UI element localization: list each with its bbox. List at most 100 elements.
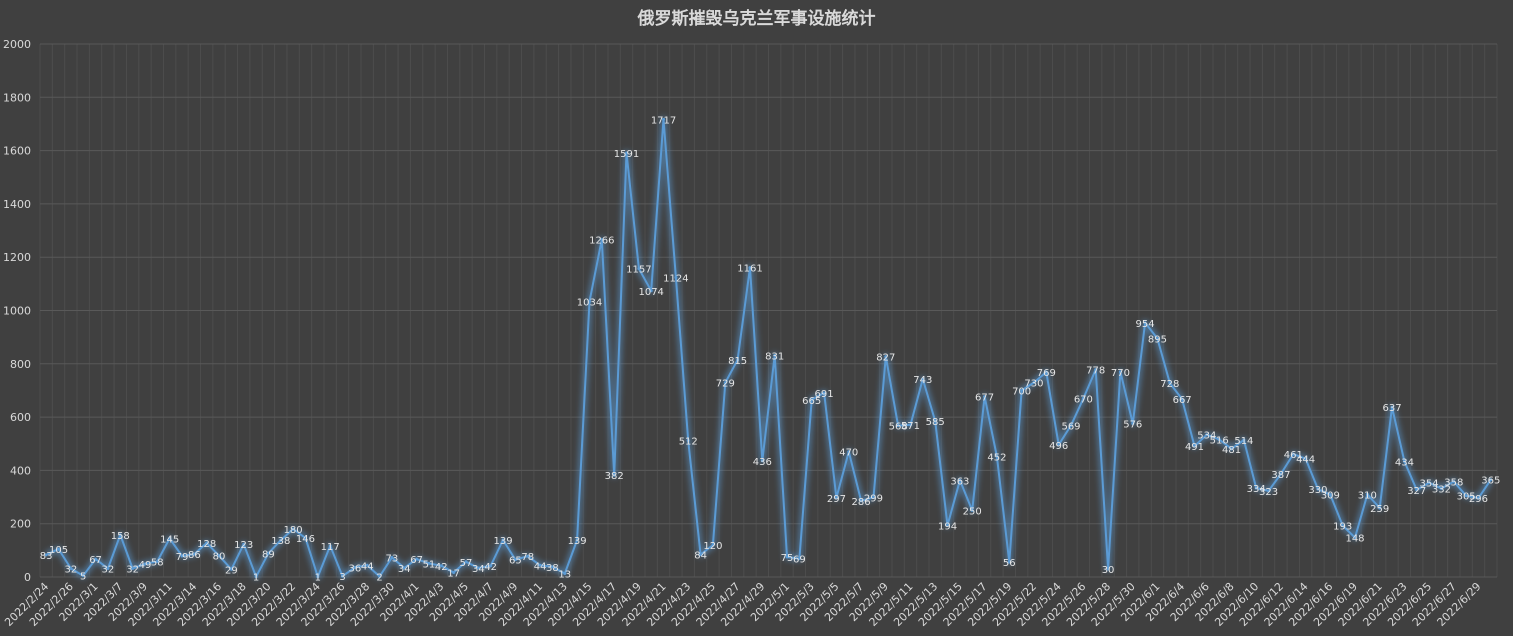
data-point bbox=[106, 566, 110, 570]
data-point bbox=[44, 553, 48, 557]
data-label: 117 bbox=[321, 542, 340, 553]
data-point bbox=[822, 391, 826, 395]
data-label: 305 bbox=[1457, 492, 1476, 503]
data-point bbox=[279, 538, 283, 542]
data-label: 299 bbox=[864, 493, 883, 504]
data-point bbox=[1007, 560, 1011, 564]
y-tick-label: 2000 bbox=[3, 38, 31, 51]
data-point bbox=[946, 523, 950, 527]
data-point bbox=[1081, 396, 1085, 400]
data-point bbox=[452, 570, 456, 574]
data-label: 139 bbox=[493, 536, 512, 547]
data-point bbox=[365, 563, 369, 567]
data-point bbox=[884, 355, 888, 359]
data-point bbox=[526, 554, 530, 558]
data-point bbox=[1069, 423, 1073, 427]
data-point bbox=[1390, 405, 1394, 409]
data-label: 815 bbox=[728, 356, 747, 367]
data-label: 139 bbox=[568, 536, 587, 547]
data-point bbox=[1242, 438, 1246, 442]
data-point bbox=[155, 560, 159, 564]
data-label: 382 bbox=[605, 471, 624, 482]
data-label: 193 bbox=[1333, 522, 1352, 533]
data-point bbox=[600, 238, 604, 242]
data-label: 67 bbox=[89, 555, 102, 566]
data-point bbox=[1316, 487, 1320, 491]
y-tick-label: 800 bbox=[10, 358, 31, 371]
y-tick-label: 400 bbox=[10, 464, 31, 477]
data-label: 436 bbox=[753, 457, 772, 468]
data-label: 259 bbox=[1370, 504, 1389, 515]
data-label: 44 bbox=[361, 561, 374, 572]
y-tick-label: 0 bbox=[24, 571, 31, 584]
data-point bbox=[1427, 481, 1431, 485]
data-point bbox=[797, 557, 801, 561]
data-label: 180 bbox=[284, 525, 303, 536]
data-point bbox=[871, 495, 875, 499]
data-label: 138 bbox=[271, 536, 290, 547]
data-label: 637 bbox=[1382, 403, 1401, 414]
data-label: 365 bbox=[1481, 476, 1500, 487]
data-point bbox=[266, 551, 270, 555]
data-label: 334 bbox=[1247, 484, 1266, 495]
y-tick-label: 1400 bbox=[3, 198, 31, 211]
data-label: 585 bbox=[926, 417, 945, 428]
data-label: 57 bbox=[460, 558, 473, 569]
series-line-path bbox=[45, 118, 1492, 578]
data-label: 51 bbox=[423, 559, 436, 570]
data-point bbox=[575, 538, 579, 542]
data-point bbox=[229, 567, 233, 571]
data-point bbox=[1032, 380, 1036, 384]
data-point bbox=[625, 151, 629, 155]
data-label: 36 bbox=[348, 563, 361, 574]
data-point bbox=[1304, 457, 1308, 461]
data-point bbox=[489, 564, 493, 568]
data-point bbox=[1192, 444, 1196, 448]
data-label: 1591 bbox=[614, 149, 639, 160]
data-label: 32 bbox=[65, 564, 78, 575]
data-label: 83 bbox=[40, 551, 53, 562]
data-point bbox=[1118, 370, 1122, 374]
data-label: 769 bbox=[1037, 368, 1056, 379]
y-tick-label: 1200 bbox=[3, 251, 31, 264]
data-label: 13 bbox=[558, 570, 571, 581]
data-point bbox=[118, 533, 122, 537]
data-label: 89 bbox=[262, 549, 275, 560]
data-label: 1 bbox=[253, 573, 259, 584]
data-point bbox=[1180, 397, 1184, 401]
data-label: 194 bbox=[938, 521, 957, 532]
data-point bbox=[674, 275, 678, 279]
data-label: 534 bbox=[1197, 431, 1216, 442]
data-point bbox=[970, 508, 974, 512]
y-tick-label: 1600 bbox=[3, 145, 31, 158]
data-label: 1157 bbox=[626, 265, 651, 276]
data-point bbox=[439, 564, 443, 568]
data-label: 34 bbox=[472, 564, 485, 575]
data-point bbox=[896, 424, 900, 428]
data-label: 65 bbox=[509, 556, 522, 567]
data-label: 778 bbox=[1086, 366, 1105, 377]
data-point bbox=[1230, 447, 1234, 451]
data-label: 120 bbox=[703, 541, 722, 552]
data-point bbox=[353, 565, 357, 569]
data-label: 1124 bbox=[663, 273, 688, 284]
y-tick-label: 200 bbox=[10, 518, 31, 531]
data-label: 309 bbox=[1321, 491, 1340, 502]
data-label: 44 bbox=[534, 561, 547, 572]
data-point bbox=[859, 499, 863, 503]
data-point bbox=[773, 354, 777, 358]
data-label: 42 bbox=[484, 562, 497, 573]
data-point bbox=[723, 381, 727, 385]
data-label: 491 bbox=[1185, 442, 1204, 453]
data-point bbox=[563, 572, 567, 576]
data-label: 743 bbox=[913, 375, 932, 386]
data-point bbox=[242, 542, 246, 546]
data-label: 461 bbox=[1284, 450, 1303, 461]
data-label: 1 bbox=[315, 573, 321, 584]
data-label: 1074 bbox=[638, 287, 663, 298]
data-label: 569 bbox=[1061, 421, 1080, 432]
data-point bbox=[1476, 496, 1480, 500]
data-label: 145 bbox=[160, 534, 179, 545]
data-label: 297 bbox=[827, 494, 846, 505]
data-label: 56 bbox=[1003, 558, 1016, 569]
